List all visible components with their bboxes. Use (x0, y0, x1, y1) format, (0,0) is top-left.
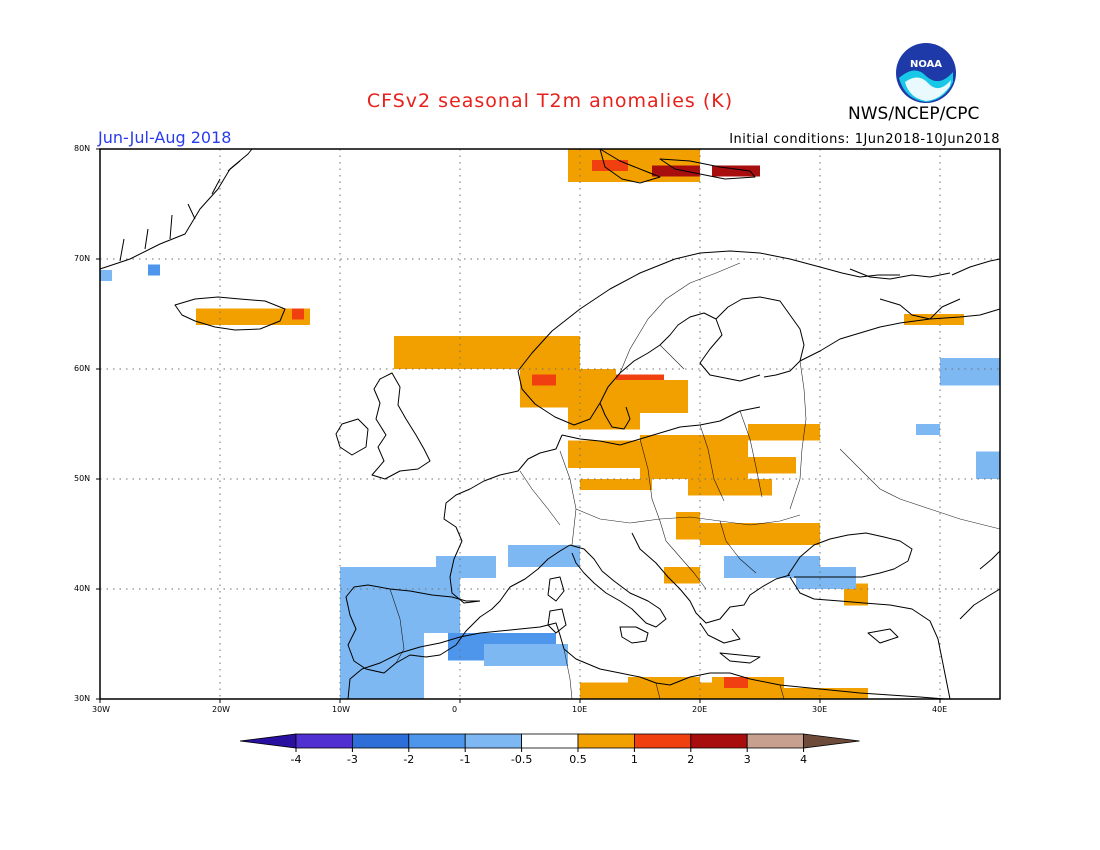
anomaly-cell-15 (196, 308, 310, 325)
anomaly-cell-20 (712, 165, 760, 177)
anomaly-cell-12 (700, 523, 820, 545)
country-borders (389, 262, 1001, 700)
colorbar-label-1: -3 (347, 753, 358, 766)
colorbar-label-8: 3 (744, 753, 751, 766)
anomaly-cells (100, 149, 1000, 699)
graticule (100, 149, 1000, 699)
season-label: Jun-Jul-Aug 2018 (98, 128, 232, 147)
agency-label: NWS/NCEP/CPC (848, 104, 980, 124)
colorbar-label-0: -4 (291, 753, 302, 766)
colorbar-high-triangle (803, 733, 860, 749)
colorbar-box-4 (521, 733, 579, 749)
anomaly-cell-40 (976, 451, 1000, 479)
anomaly-cell-9 (580, 479, 652, 490)
lat-label-80N: 80N (74, 144, 91, 153)
anomaly-cell-22 (628, 677, 700, 699)
colorbar-label-9: 4 (800, 753, 807, 766)
colorbar-label-4: -0.5 (511, 753, 532, 766)
colorbar-box-3 (464, 733, 522, 749)
logo-lettering: NOAA (910, 59, 942, 70)
colorbar-label-6: 1 (631, 753, 638, 766)
anomaly-cell-5 (568, 407, 640, 430)
anomaly-cell-32 (436, 556, 496, 578)
colorbar-box-1 (352, 733, 410, 749)
anomaly-map (96, 148, 1001, 703)
colorbar-box-0 (295, 733, 353, 749)
lon-label-10W: 10W (332, 705, 351, 714)
anomaly-cell-7 (640, 435, 748, 479)
anomaly-cell-39 (940, 358, 1000, 386)
anomaly-cell-18 (592, 160, 628, 171)
colorbar-low-triangle (239, 733, 297, 749)
colorbar-box-5 (577, 733, 635, 749)
lat-label-30N: 30N (74, 694, 91, 703)
lon-label-30W: 30W (92, 705, 111, 714)
anomaly-cell-14 (664, 567, 700, 584)
anomaly-cell-35 (340, 633, 424, 699)
anomaly-cell-41 (916, 424, 940, 435)
anomaly-cell-42 (100, 270, 112, 281)
lat-label-40N: 40N (74, 584, 91, 593)
map-frame (99, 148, 1001, 700)
lon-label-30E: 30E (812, 705, 828, 714)
lon-label-20W: 20W (212, 705, 231, 714)
anomaly-cell-38 (796, 567, 856, 589)
anomaly-cell-2 (532, 374, 556, 386)
colorbar-box-2 (408, 733, 466, 749)
anomaly-cell-10 (688, 479, 772, 496)
initial-conditions-label: Initial conditions: 1Jun2018-10Jun2018 (729, 132, 1000, 147)
anomaly-cell-24 (724, 677, 748, 688)
anomaly-cell-33 (508, 545, 580, 567)
colorbar-label-3: -1 (460, 753, 471, 766)
lat-label-50N: 50N (74, 474, 91, 483)
anomaly-cell-8 (736, 457, 796, 474)
lon-label-0: 0 (452, 705, 458, 714)
chart-title: CFSv2 seasonal T2m anomalies (K) (366, 90, 734, 112)
anomaly-cell-13 (676, 512, 700, 540)
lat-label-60N: 60N (74, 364, 91, 373)
anomaly-cell-27 (904, 314, 964, 325)
anomaly-cell-0 (394, 336, 580, 369)
anomaly-cell-25 (772, 688, 868, 699)
anomaly-cell-43 (148, 264, 160, 276)
anomaly-cell-36 (484, 644, 568, 666)
colorbar-box-6 (633, 733, 692, 749)
colorbar-label-7: 2 (687, 753, 694, 766)
lon-label-20E: 20E (692, 705, 708, 714)
anomaly-cell-11 (748, 424, 820, 441)
colorbar-box-7 (690, 733, 748, 749)
noaa-logo: NOAA (895, 42, 957, 104)
colorbar-box-8 (746, 733, 805, 749)
lon-label-40E: 40E (932, 705, 948, 714)
lat-label-70N: 70N (74, 254, 91, 263)
lon-label-10E: 10E (572, 705, 588, 714)
coastlines (99, 148, 1001, 700)
colorbar-label-5: 0.5 (569, 753, 587, 766)
anomaly-cell-16 (292, 308, 304, 320)
colorbar-label-2: -2 (403, 753, 414, 766)
colorbar: -4 -3 -2 -1 -0.5 0.5 1 2 3 4 (239, 733, 860, 778)
anomaly-cell-19 (652, 165, 700, 177)
anomaly-cell-6 (568, 440, 640, 468)
